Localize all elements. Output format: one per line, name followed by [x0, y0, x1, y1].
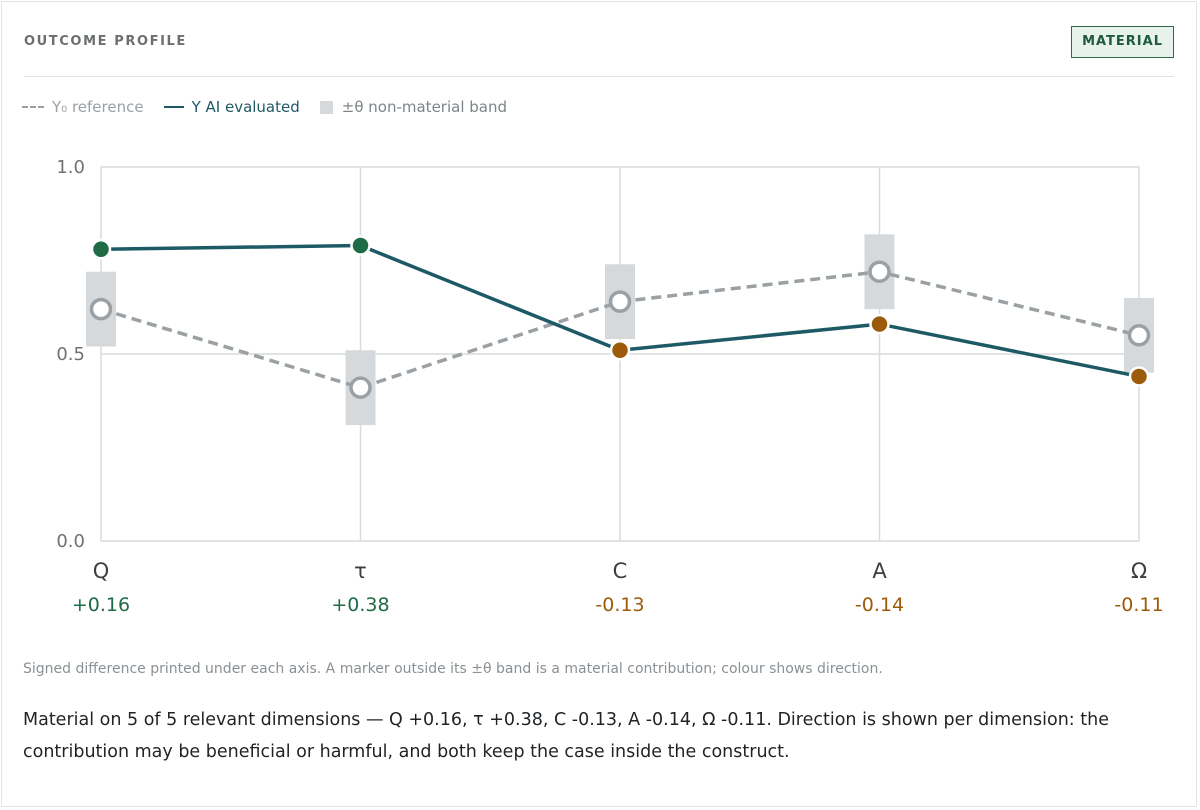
chart-legend: Y₀ reference Y AI evaluated ±θ non-mater…	[22, 96, 527, 118]
reference-point	[1127, 324, 1151, 347]
legend-label-reference: Y₀ reference	[52, 98, 144, 116]
legend-item-band: ±θ non-material band	[319, 98, 507, 116]
legend-item-reference: Y₀ reference	[22, 98, 144, 116]
y-tick-label: 0.5	[56, 344, 85, 365]
outcome-profile-chart: 0.0 0.5 1.0 Q +0.16 τ +0.38 C -0.13 A -0.14 Ω -0.11	[56, 157, 1163, 616]
x-tick-label: Ω	[1131, 559, 1147, 583]
legend-band-swatch-icon	[319, 100, 333, 114]
legend-solid-line-icon	[163, 106, 184, 108]
reference-point	[868, 260, 891, 283]
page-title: OUTCOME PROFILE	[24, 34, 187, 49]
chart-footnote: Signed difference printed under each axi…	[23, 661, 883, 677]
evaluated-point	[350, 235, 371, 256]
y-tick-label: 0.0	[56, 531, 85, 552]
difference-label: -0.14	[855, 594, 904, 616]
legend-item-evaluated: Y AI evaluated	[163, 98, 300, 116]
x-tick-label: C	[613, 559, 628, 583]
evaluated-point	[609, 340, 631, 361]
difference-label: +0.16	[72, 594, 130, 616]
evaluated-point	[869, 313, 890, 335]
x-tick-label: A	[872, 559, 887, 583]
reference-point	[89, 297, 113, 321]
x-tick-label: Q	[93, 559, 110, 583]
difference-label: +0.38	[331, 594, 389, 616]
materiality-summary: Material on 5 of 5 relevant dimensions —…	[23, 710, 1109, 762]
reference-point	[349, 376, 372, 399]
reference-point	[608, 290, 632, 313]
evaluated-point	[90, 239, 112, 260]
legend-label-evaluated: Y AI evaluated	[191, 98, 300, 116]
difference-label: -0.13	[595, 594, 644, 616]
y-tick-label: 1.0	[56, 157, 85, 178]
legend-label-band: ±θ non-material band	[341, 98, 507, 116]
status-badge: MATERIAL	[1071, 26, 1174, 58]
card-header: OUTCOME PROFILE MATERIAL	[24, 26, 1174, 77]
legend-dashed-line-icon	[22, 106, 44, 108]
x-tick-label: τ	[354, 559, 367, 583]
difference-label: -0.11	[1114, 594, 1163, 616]
evaluated-point	[1128, 366, 1150, 387]
